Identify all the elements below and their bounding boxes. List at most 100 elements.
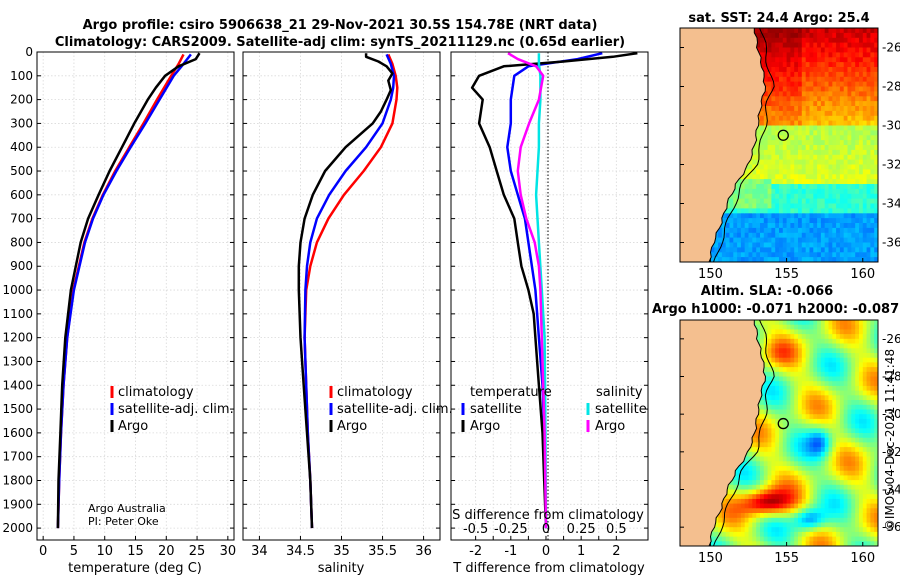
map-cell: [763, 218, 769, 224]
map-cell: [851, 52, 856, 58]
map-cell: [813, 203, 818, 209]
map-cell: [718, 227, 723, 234]
map-cell: [870, 385, 875, 392]
map-cell: [817, 522, 822, 528]
map-cell: [813, 527, 818, 533]
map-cell: [866, 343, 871, 349]
map-cell: [790, 395, 795, 401]
map-cell: [767, 329, 772, 335]
map-cell: [760, 480, 765, 486]
map-cell: [851, 125, 856, 131]
map-cell: [771, 447, 776, 453]
map-cell: [786, 456, 791, 462]
map-cell: [839, 390, 845, 396]
map-cell: [836, 28, 841, 34]
map-cell: [748, 213, 753, 219]
map-cell: [718, 522, 723, 528]
map-cell: [866, 213, 871, 219]
sla-argo-marker: [777, 417, 789, 430]
map-y-tick-label: -36: [882, 520, 900, 534]
map-cell: [775, 159, 780, 166]
map-cell: [820, 480, 826, 486]
map-cell: [737, 203, 742, 209]
map-cell: [851, 57, 856, 63]
map-cell: [771, 428, 776, 434]
map-cell: [752, 145, 757, 151]
map-cell: [824, 140, 830, 146]
map-cell: [820, 86, 826, 92]
map-cell: [798, 42, 803, 49]
map-cell: [801, 247, 807, 253]
map-cell: [836, 174, 841, 180]
map-cell: [782, 498, 788, 505]
map-cell: [760, 334, 765, 340]
map-cell: [725, 223, 731, 229]
map-cell: [771, 62, 776, 68]
map-cell: [779, 418, 784, 425]
map-cell: [771, 120, 776, 127]
map-cell: [820, 218, 826, 224]
map-cell: [805, 252, 811, 258]
map-cell: [805, 62, 811, 68]
map-cell: [870, 213, 875, 219]
map-cell: [798, 193, 803, 200]
map-cell: [771, 433, 776, 439]
map-cell: [809, 203, 814, 209]
map-cell: [771, 135, 776, 141]
map-cell: [771, 213, 776, 219]
map-cell: [839, 32, 845, 39]
map-cell: [805, 484, 811, 491]
map-cell: [866, 57, 871, 63]
map-cell: [843, 367, 849, 373]
map-cell: [809, 57, 814, 63]
map-cell: [866, 169, 871, 175]
sst-y-ticks: -26-28-30-32-34-36: [680, 41, 900, 250]
map-cell: [786, 334, 791, 340]
map-cell: [737, 470, 742, 476]
map-cell: [874, 513, 878, 519]
map-cell: [813, 484, 818, 491]
map-cell: [843, 400, 849, 406]
map-cell: [851, 475, 856, 481]
map-cell: [820, 334, 826, 340]
map-cell: [786, 371, 791, 378]
map-cell: [851, 428, 856, 434]
map-cell: [874, 203, 878, 209]
map-cell: [859, 404, 864, 411]
map-cell: [855, 47, 860, 53]
map-cell: [760, 257, 765, 262]
map-cell: [809, 81, 814, 88]
map-cell: [809, 503, 814, 509]
map-cell: [859, 423, 864, 429]
map-cell: [836, 198, 841, 205]
map-cell: [782, 324, 788, 330]
map-cell: [767, 470, 772, 476]
map-cell: [820, 179, 826, 185]
map-cell: [820, 385, 826, 392]
map-cell: [752, 169, 757, 175]
map-cell: [790, 343, 795, 349]
map-cell: [839, 433, 845, 439]
map-cell: [851, 193, 856, 200]
map-cell: [813, 428, 818, 434]
map-cell: [855, 149, 860, 156]
map-cell: [748, 218, 753, 224]
map-cell: [855, 57, 860, 63]
map-cell: [801, 437, 807, 443]
map-cell: [805, 513, 811, 519]
map-cell: [779, 208, 784, 214]
map-cell: [859, 184, 864, 190]
map-cell: [737, 522, 742, 528]
map-cell: [820, 320, 826, 326]
map-cell: [798, 125, 803, 131]
map-cell: [817, 242, 822, 248]
map-x-tick-label: 155: [774, 551, 799, 566]
map-cell: [855, 423, 860, 429]
map-cell: [779, 81, 784, 88]
map-cell: [801, 67, 807, 73]
map-cell: [763, 371, 769, 378]
map-cell: [779, 106, 784, 112]
map-cell: [870, 494, 875, 500]
map-cell: [820, 447, 826, 453]
map-cell: [817, 86, 822, 92]
